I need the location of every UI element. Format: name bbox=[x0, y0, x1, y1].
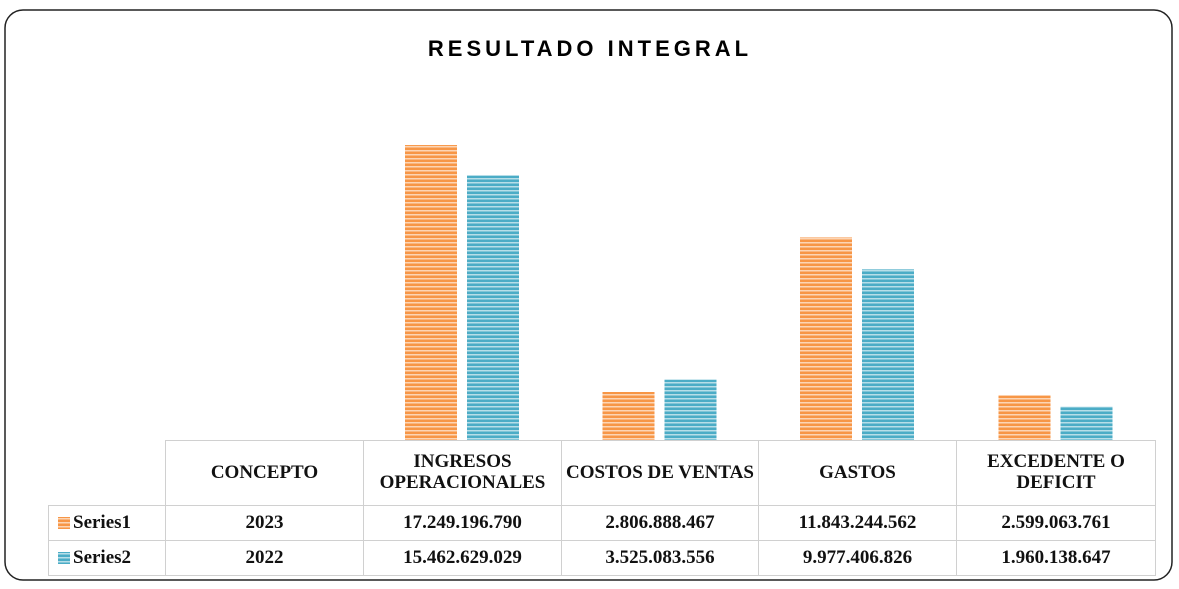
bar bbox=[664, 379, 717, 440]
data-cell: 3.525.083.556 bbox=[561, 540, 759, 576]
category-header: EXCEDENTE O DEFICIT bbox=[956, 440, 1156, 506]
chart-title: RESULTADO INTEGRAL bbox=[428, 36, 752, 61]
legend-swatch bbox=[58, 552, 70, 564]
data-cell: 17.249.196.790 bbox=[363, 505, 562, 541]
data-cell: 2.806.888.467 bbox=[561, 505, 759, 541]
data-cell: 1.960.138.647 bbox=[956, 540, 1156, 576]
data-cell: 2023 bbox=[165, 505, 364, 541]
legend-entry: Series1 bbox=[48, 505, 166, 541]
legend-label: Series2 bbox=[73, 546, 132, 568]
bar bbox=[405, 145, 457, 440]
category-header: GASTOS bbox=[758, 440, 957, 506]
bar bbox=[602, 392, 655, 440]
data-cell: 9.977.406.826 bbox=[758, 540, 957, 576]
category-header: INGRESOS OPERACIONALES bbox=[363, 440, 562, 506]
bar bbox=[862, 269, 914, 440]
data-cell: 2.599.063.761 bbox=[956, 505, 1156, 541]
bar bbox=[1060, 406, 1113, 440]
data-cell: 2022 bbox=[165, 540, 364, 576]
legend-key bbox=[58, 552, 70, 564]
bar bbox=[998, 395, 1051, 440]
category-header: COSTOS DE VENTAS bbox=[561, 440, 759, 506]
legend-label: Series1 bbox=[73, 511, 132, 533]
category-header: CONCEPTO bbox=[165, 440, 364, 506]
data-cell: 11.843.244.562 bbox=[758, 505, 957, 541]
bar bbox=[467, 175, 519, 440]
chart-border bbox=[4, 9, 1173, 581]
data-cell: 15.462.629.029 bbox=[363, 540, 562, 576]
legend-swatch bbox=[58, 517, 70, 529]
legend-key bbox=[58, 517, 70, 529]
legend-entry: Series2 bbox=[48, 540, 166, 576]
bar bbox=[800, 237, 852, 440]
